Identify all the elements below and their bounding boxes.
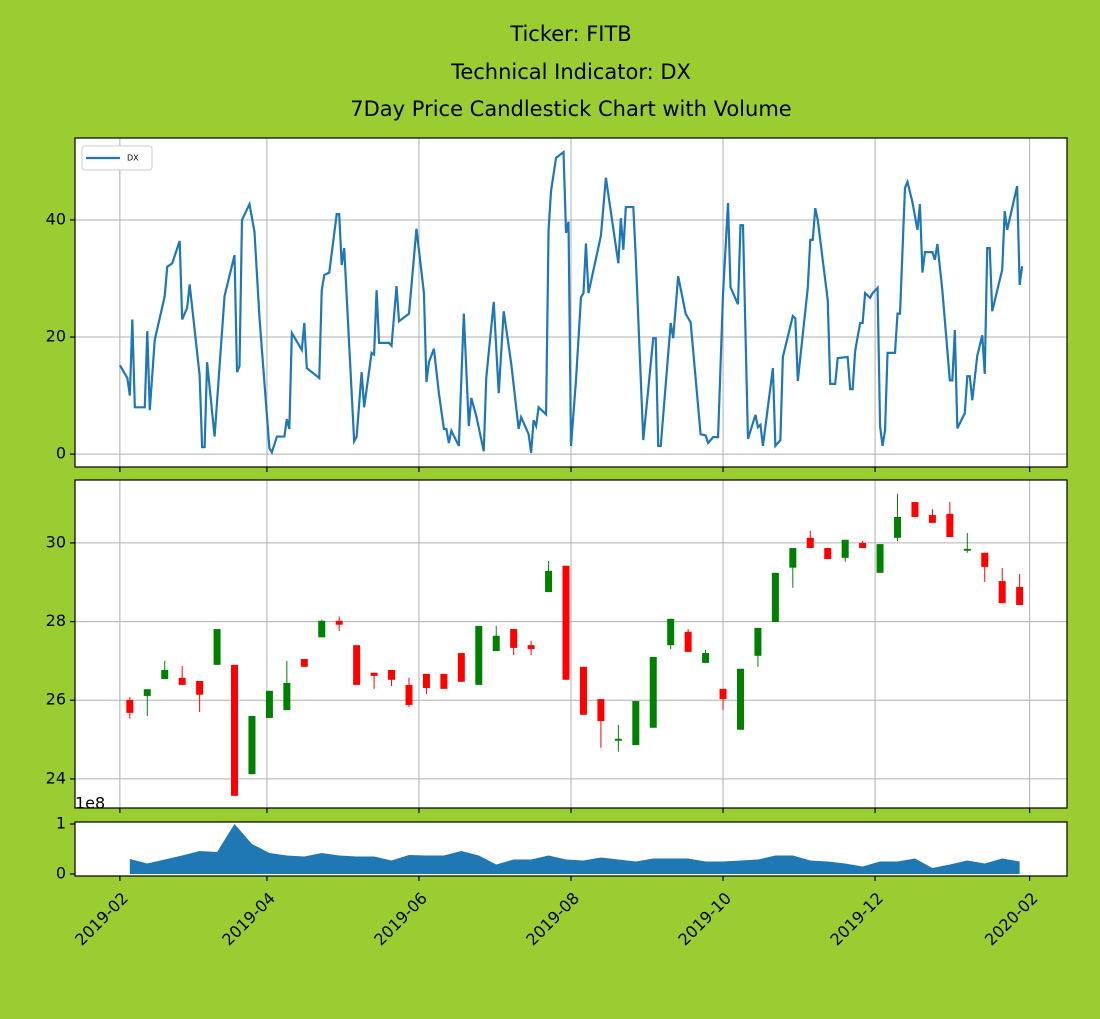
- candle-body: [545, 570, 553, 593]
- chart-title: Technical Indicator: DX: [450, 60, 691, 84]
- data-line: [118, 149, 1024, 456]
- candle-body: [649, 656, 657, 728]
- candle-body: [405, 684, 413, 705]
- candle-body: [265, 690, 273, 718]
- candle-body: [143, 689, 151, 696]
- candle-body: [562, 565, 570, 680]
- candle-body: [684, 631, 692, 652]
- candle-body: [876, 544, 884, 573]
- candle-body: [771, 572, 779, 622]
- x-tick-label: 2019-06: [370, 889, 431, 950]
- legend-label: DX: [127, 154, 139, 163]
- x-tick-label: 2019-08: [522, 889, 583, 950]
- y-tick-label: 26: [46, 690, 66, 709]
- candle-body: [789, 548, 797, 568]
- candle-body: [335, 620, 343, 625]
- axis-offset: 1e8: [75, 794, 105, 813]
- candle-body: [161, 669, 169, 680]
- candle-body: [475, 625, 483, 685]
- chart-title: Ticker: FITB: [509, 22, 631, 46]
- candle-body: [440, 673, 448, 689]
- candle-body: [998, 581, 1006, 604]
- candle-body: [806, 537, 814, 549]
- candle-body: [911, 502, 919, 517]
- candle-body: [178, 677, 186, 685]
- candle-body: [457, 653, 465, 682]
- candle-body: [841, 539, 849, 558]
- candle-body: [422, 673, 430, 689]
- candle-body: [946, 513, 954, 538]
- legend: DX: [81, 145, 153, 171]
- candle-body: [283, 682, 291, 711]
- y-tick-label: 0: [56, 444, 66, 463]
- candle-body: [353, 645, 361, 685]
- candle-body: [859, 542, 867, 549]
- candle-body: [248, 715, 256, 775]
- plot-frame: [74, 821, 1068, 877]
- candle-body: [632, 701, 640, 746]
- candle-body: [318, 620, 326, 638]
- candle-body: [754, 627, 762, 656]
- candle-body: [527, 645, 535, 650]
- candle-body: [667, 618, 675, 646]
- candle-body: [370, 672, 378, 676]
- y-tick-label: 30: [46, 532, 66, 551]
- y-tick-label: 0: [56, 864, 66, 883]
- candle-body: [492, 635, 500, 652]
- x-tick-label: 2019-10: [674, 889, 735, 950]
- candle-body: [928, 515, 936, 523]
- candle-body: [736, 668, 744, 730]
- candle-body: [126, 699, 134, 713]
- plot-frame: [74, 137, 1068, 468]
- candle-body: [196, 680, 204, 695]
- candle-body: [213, 629, 221, 665]
- x-tick-label: 2019-02: [71, 889, 132, 950]
- candle-body: [231, 664, 239, 796]
- candle-body: [702, 653, 710, 663]
- candle-body: [388, 669, 396, 680]
- x-tick-label: 2019-04: [218, 889, 279, 950]
- plot-frame: [74, 479, 1068, 809]
- candle-body: [719, 688, 727, 700]
- candle-body: [824, 548, 832, 560]
- y-tick-label: 1: [56, 814, 66, 833]
- chart-title: 7Day Price Candlestick Chart with Volume: [350, 97, 791, 121]
- candle-body: [1016, 586, 1024, 606]
- candle-body: [300, 658, 308, 667]
- y-tick-label: 28: [46, 611, 66, 630]
- candle-body: [597, 699, 605, 722]
- candle-body: [510, 629, 518, 648]
- candle-body: [579, 666, 587, 715]
- x-tick-label: 2019-12: [826, 889, 887, 950]
- candle-body: [981, 552, 989, 567]
- candle-body: [894, 516, 902, 538]
- y-tick-label: 40: [46, 209, 66, 228]
- x-tick-label: 2020-02: [981, 889, 1042, 950]
- candle-body: [963, 548, 971, 551]
- y-tick-label: 20: [46, 327, 66, 346]
- y-tick-label: 24: [46, 768, 66, 787]
- candle-body: [614, 738, 622, 741]
- volume-area: [129, 824, 1020, 874]
